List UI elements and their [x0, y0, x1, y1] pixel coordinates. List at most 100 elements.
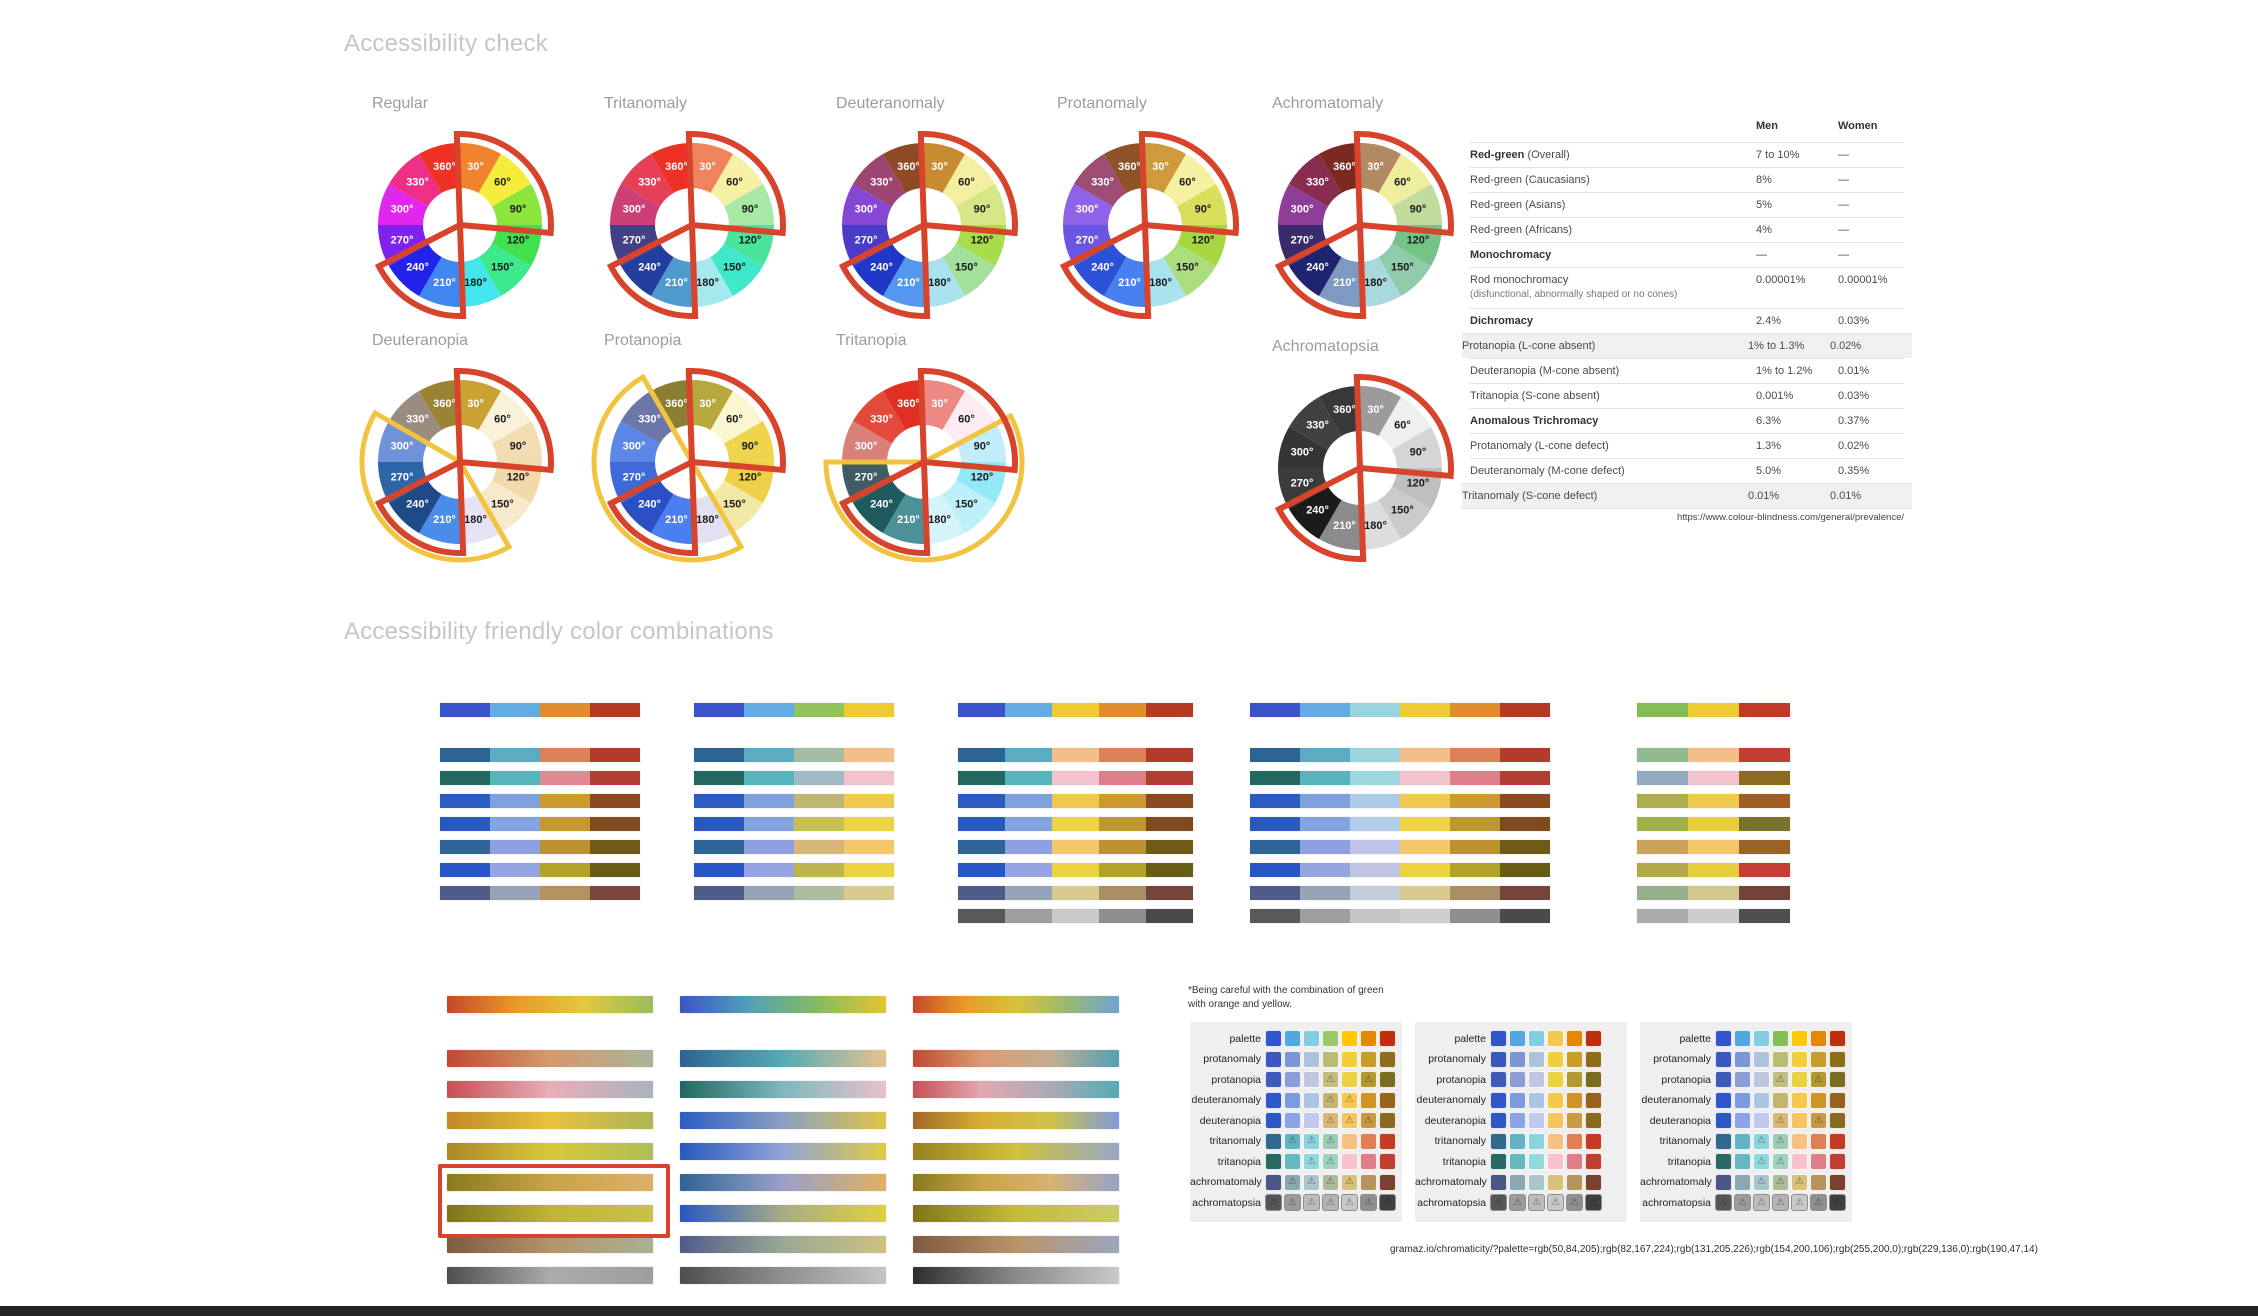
- gradient-strip-c1-r2: [447, 1050, 653, 1067]
- wheel-segment: [419, 257, 460, 307]
- compare-row-label: deuteranomaly: [1416, 1094, 1486, 1106]
- color-swatch: ⚠: [1753, 1173, 1770, 1191]
- color-swatch: [1265, 1050, 1282, 1068]
- palette-cell: [1350, 817, 1400, 831]
- wheel-segment-label: 150°: [491, 498, 514, 510]
- color-wheel-tritanopia: 30° 60° 90° 120° 150° 180° 210° 240° 270° 300° 330…: [823, 368, 1025, 563]
- prevalence-value-men: 0.01%: [1748, 490, 1780, 502]
- warning-icon: ⚠: [1795, 1196, 1804, 1208]
- compare-row-protanopia: protanopia: [1415, 1070, 1627, 1089]
- palette-cell: [1300, 748, 1350, 762]
- compare-row-label: achromatopsia: [1642, 1196, 1711, 1209]
- wheel-achromatopsia: Achromatopsia 30° 60° 90° 120° 150° 180° 210° 24…: [1250, 338, 1470, 578]
- wheel-segment: [478, 480, 532, 534]
- color-swatch: [1360, 1132, 1377, 1150]
- palette-cell: [1350, 863, 1400, 877]
- red-outline-wedge: [1274, 463, 1367, 562]
- compare-row-protanopia: protanopia ⚠ ⚠: [1190, 1070, 1402, 1089]
- wheel-segment: [651, 494, 692, 544]
- palette-cell: [958, 703, 1005, 717]
- color-swatch: ⚠: [1810, 1194, 1827, 1211]
- wheel-segment: [1163, 153, 1217, 207]
- color-swatch: [1284, 1091, 1301, 1109]
- wheel-segment-label: 270°: [391, 472, 414, 484]
- palette-cell: [1005, 794, 1052, 808]
- color-swatch: [1322, 1050, 1339, 1068]
- prevalence-value-men: 4%: [1756, 224, 1772, 236]
- palette-strip-g5-r4: [1637, 794, 1790, 808]
- red-outline-wedge: [374, 220, 467, 319]
- wheel-title-regular: Regular: [372, 95, 429, 112]
- color-swatch: ⚠: [1829, 1194, 1846, 1211]
- prevalence-value-men: 2.4%: [1756, 315, 1782, 327]
- wheel-segment: [1063, 184, 1113, 225]
- palette-cell: [1400, 886, 1450, 900]
- wheel-segment-label: 210°: [1118, 277, 1141, 289]
- color-swatch: [1753, 1050, 1770, 1068]
- prevalence-value-men: 5%: [1756, 199, 1772, 211]
- wheel-segment-label: 360°: [897, 398, 920, 410]
- wheel-segment: [1073, 153, 1127, 207]
- wheel-segment-label: 120°: [739, 235, 762, 247]
- palette-cell: [1500, 748, 1550, 762]
- color-swatch: [1360, 1030, 1377, 1047]
- palette-cell: [1350, 840, 1400, 854]
- palette-cell: [1637, 703, 1688, 717]
- wheel-segment-label: 120°: [507, 235, 530, 247]
- color-swatch: [1547, 1091, 1564, 1109]
- color-wheel-protanopia: 30° 60° 90° 120° 150° 180° 210° 240° 270° 300° 330…: [591, 368, 786, 563]
- compare-row-deuteranomaly: deuteranomaly: [1415, 1091, 1627, 1110]
- palette-cell: [1250, 909, 1300, 923]
- palette-cell: [1300, 817, 1350, 831]
- color-swatch: [1753, 1091, 1770, 1109]
- gradient-strip-c3-r7: [913, 1205, 1119, 1222]
- gradient-strip-c1-r5: [447, 1143, 653, 1160]
- warning-icon: ⚠: [1814, 1114, 1823, 1126]
- wheel-segment-label: 180°: [928, 277, 951, 289]
- color-swatch: [1772, 1050, 1789, 1068]
- prevalence-source-url[interactable]: https://www.colour-blindness.com/general…: [1676, 512, 1904, 523]
- color-swatch: [1341, 1050, 1358, 1068]
- wheel-segment-label: 330°: [638, 414, 661, 426]
- wheel-regular: Regular 30° 60° 90° 120° 150° 180° 210° 240° 270°…: [350, 95, 570, 335]
- color-swatch: [1585, 1173, 1602, 1191]
- color-swatch: [1379, 1153, 1396, 1170]
- wheel-segment: [492, 421, 542, 462]
- compare-row-label: tritanopia: [1667, 1155, 1711, 1168]
- color-swatch: [1585, 1071, 1602, 1088]
- wheel-segment-label: 270°: [391, 235, 414, 247]
- color-swatch: [1303, 1112, 1320, 1129]
- compare-row-deuteranopia: deuteranopia: [1415, 1111, 1627, 1130]
- wheel-segment: [924, 143, 965, 193]
- wheel-segment: [852, 243, 906, 297]
- gradient-strip-c2-r6: [680, 1174, 886, 1191]
- color-swatch: ⚠: [1810, 1071, 1827, 1088]
- gramaz-palette-url[interactable]: gramaz.io/chromaticity/?palette=rgb(50,8…: [1390, 1244, 2038, 1255]
- warning-icon: ⚠: [1833, 1196, 1842, 1208]
- palette-strip-g4-r6: [1250, 840, 1550, 854]
- color-swatch: [1810, 1050, 1827, 1068]
- palette-cell: [1300, 863, 1350, 877]
- color-swatch: [1490, 1050, 1507, 1068]
- prevalence-value-women: 0.01%: [1830, 490, 1862, 502]
- palette-cell: [794, 771, 844, 785]
- warning-icon: ⚠: [1288, 1196, 1297, 1208]
- wheel-segment-label: 180°: [928, 514, 951, 526]
- color-swatch: [1379, 1050, 1396, 1068]
- palette-cell: [1500, 886, 1550, 900]
- palette-cell: [1739, 886, 1790, 900]
- yellow-outline-wedge: [591, 373, 745, 563]
- palette-cell: [1739, 909, 1790, 923]
- palette-cell: [1400, 794, 1450, 808]
- prevalence-row-label: Monochromacy: [1470, 249, 1552, 261]
- palette-cell: [1350, 886, 1400, 900]
- compare-row-label: deuteranopia: [1424, 1114, 1486, 1127]
- wheel-segment: [852, 480, 906, 534]
- color-swatch: [1265, 1091, 1282, 1109]
- palette-cell: [1688, 703, 1739, 717]
- wheel-segment-label: 30°: [699, 161, 716, 173]
- wheel-segment-label: 210°: [897, 514, 920, 526]
- wheel-segment: [692, 494, 733, 544]
- palette-cell: [1400, 840, 1450, 854]
- palette-strip-g1-r6: [440, 840, 640, 854]
